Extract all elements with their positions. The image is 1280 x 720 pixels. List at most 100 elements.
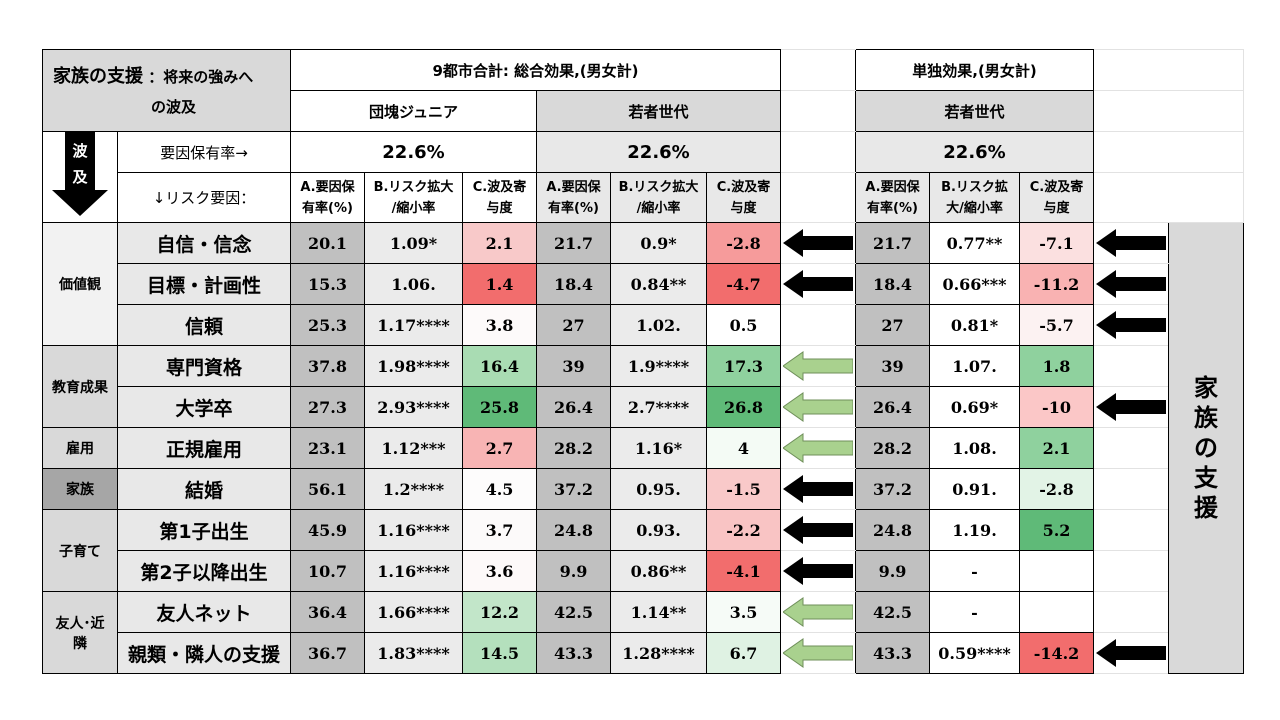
young-c-cell: -4.1 <box>706 550 781 592</box>
dankai-b-cell: 2.93**** <box>364 386 463 428</box>
table-row: 友人･近隣友人ネット 36.4 1.66**** 12.2 42.5 1.14** 3.5 4… <box>42 591 1244 674</box>
young-b-cell: 2.7**** <box>610 386 707 428</box>
dankai-a-cell: 36.4 <box>290 591 365 633</box>
table-row: 信頼 25.3 1.17**** 3.8 27 1.02. 0.5 27 0.81* -5.7 <box>43 304 1244 346</box>
black-arrow-icon <box>783 557 853 585</box>
dankai-c-cell: 1.4 <box>462 263 537 305</box>
dankai-b-cell: 1.09* <box>364 222 463 264</box>
single-c-cell: -11.2 <box>1019 263 1094 305</box>
black-arrow-icon <box>1096 639 1166 667</box>
young-c-cell: -2.8 <box>706 222 781 264</box>
single-b-cell: - <box>929 550 1020 592</box>
young-a-cell: 39 <box>536 345 611 387</box>
side-label: 家族の支援 <box>1168 222 1244 674</box>
young-b-cell: 1.02. <box>610 304 707 346</box>
col-c-dankai: C.波及寄 与度 <box>462 172 537 223</box>
rate-young: 22.6% <box>536 131 781 173</box>
dankai-a-cell: 25.3 <box>290 304 365 346</box>
young-b-cell: 0.95. <box>610 468 707 510</box>
single-b-cell: 1.07. <box>929 345 1020 387</box>
single-c-cell: -14.2 <box>1019 632 1094 674</box>
category-label: 家族 <box>42 468 118 510</box>
black-arrow-icon <box>783 270 853 298</box>
rate-dankai: 22.6% <box>290 131 537 173</box>
table-row: 雇用 正規雇用 23.1 1.12*** 2.7 28.2 1.16* 4 28.2 1.08. 2… <box>42 427 1244 469</box>
single-c-cell: -10 <box>1019 386 1094 428</box>
table-row: 大学卒 27.3 2.93**** 25.8 26.4 2.7**** 26.8 26.4 0.… <box>43 386 1244 428</box>
young-b-cell: 1.28**** <box>610 632 707 674</box>
young-b-cell: 1.14** <box>610 591 707 633</box>
wave-label-2: 及 <box>72 168 88 186</box>
single-c-cell: 2.1 <box>1019 427 1094 469</box>
total-effect-header: 9都市合計: 総合効果,(男女計) <box>290 49 781 91</box>
young-a-cell: 26.4 <box>536 386 611 428</box>
single-b-cell: 0.69* <box>929 386 1020 428</box>
single-a-cell: 18.4 <box>855 263 930 305</box>
black-arrow-icon <box>783 516 853 544</box>
title-main: 家族の支援 <box>53 66 143 87</box>
factor-label: 結婚 <box>117 468 291 510</box>
table-row: 価値観 自信・信念 20.1 1.09* 2.1 21.7 0.9* -2.8 21.7 0.77… <box>42 222 1244 674</box>
young-a-cell: 28.2 <box>536 427 611 469</box>
wave-label-1: 波 <box>72 142 88 160</box>
table-row: 教育成果 専門資格 37.8 1.98**** 16.4 39 1.9**** 17.3 39 1… <box>42 345 1244 428</box>
dankai-c-cell: 12.2 <box>462 591 537 633</box>
family-support-table: 家族の支援 ：将来の強みへ の波及 9都市合計: 総合効果,(男女計) 単独効果… <box>42 49 1244 674</box>
dankai-a-cell: 36.7 <box>290 632 365 674</box>
rate-young-single: 22.6% <box>855 131 1094 173</box>
dankai-b-cell: 1.16**** <box>364 550 463 592</box>
single-c-cell: -7.1 <box>1019 222 1094 264</box>
single-b-cell: 1.08. <box>929 427 1020 469</box>
dankai-a-cell: 20.1 <box>290 222 365 264</box>
table-row: 家族 結婚 56.1 1.2**** 4.5 37.2 0.95. -1.5 37.2 0.91.… <box>42 468 1244 510</box>
group-dankai-header: 団塊ジュニア <box>290 90 537 132</box>
young-a-cell: 27 <box>536 304 611 346</box>
single-c-cell <box>1019 591 1094 633</box>
single-b-cell: 0.91. <box>929 468 1020 510</box>
dankai-c-cell: 3.7 <box>462 509 537 551</box>
risk-label: ↓リスク要因： <box>117 172 291 223</box>
green-arrow-icon <box>783 351 853 381</box>
single-a-cell: 28.2 <box>855 427 930 469</box>
dankai-b-cell: 1.2**** <box>364 468 463 510</box>
black-arrow-icon <box>783 475 853 503</box>
dankai-b-cell: 1.83**** <box>364 632 463 674</box>
down-arrow-icon: 波 及 <box>52 132 108 216</box>
green-arrow-icon <box>783 392 853 422</box>
young-c-cell: 4 <box>706 427 781 469</box>
dankai-a-cell: 10.7 <box>290 550 365 592</box>
single-c-cell: -2.8 <box>1019 468 1094 510</box>
young-a-cell: 42.5 <box>536 591 611 633</box>
category-label: 教育成果 <box>42 345 118 428</box>
dankai-c-cell: 2.1 <box>462 222 537 264</box>
table-row: 目標・計画性 15.3 1.06. 1.4 18.4 0.84** -4.7 18.4 0.66… <box>43 263 1244 305</box>
green-arrow-icon <box>783 433 853 463</box>
green-arrow-icon <box>783 638 853 668</box>
single-a-cell: 21.7 <box>855 222 930 264</box>
young-b-cell: 0.93. <box>610 509 707 551</box>
group-young-single-header: 若者世代 <box>855 90 1094 132</box>
category-label: 子育て <box>42 509 118 592</box>
young-c-cell: 26.8 <box>706 386 781 428</box>
young-c-cell: -1.5 <box>706 468 781 510</box>
category-label: 価値観 <box>42 222 118 346</box>
single-b-cell: 0.59**** <box>929 632 1020 674</box>
dankai-a-cell: 37.8 <box>290 345 365 387</box>
table-row: 子育て 第1子出生 45.9 1.16**** 3.7 24.8 0.93. -2.2 24.8… <box>42 509 1244 592</box>
dankai-a-cell: 56.1 <box>290 468 365 510</box>
single-b-cell: 0.77** <box>929 222 1020 264</box>
young-c-cell: 3.5 <box>706 591 781 633</box>
title-sub1: ：将来の強みへ <box>148 68 254 86</box>
single-a-cell: 37.2 <box>855 468 930 510</box>
dankai-b-cell: 1.66**** <box>364 591 463 633</box>
category-label: 友人･近隣 <box>42 591 118 674</box>
col-c-single: C.波及寄 与度 <box>1019 172 1094 223</box>
table-title: 家族の支援 ：将来の強みへ の波及 <box>42 49 291 132</box>
young-a-cell: 9.9 <box>536 550 611 592</box>
single-a-cell: 27 <box>855 304 930 346</box>
young-b-cell: 1.9**** <box>610 345 707 387</box>
single-a-cell: 43.3 <box>855 632 930 674</box>
single-b-cell: 0.66*** <box>929 263 1020 305</box>
factor-label: 親類・隣人の支援 <box>117 632 291 674</box>
dankai-c-cell: 16.4 <box>462 345 537 387</box>
